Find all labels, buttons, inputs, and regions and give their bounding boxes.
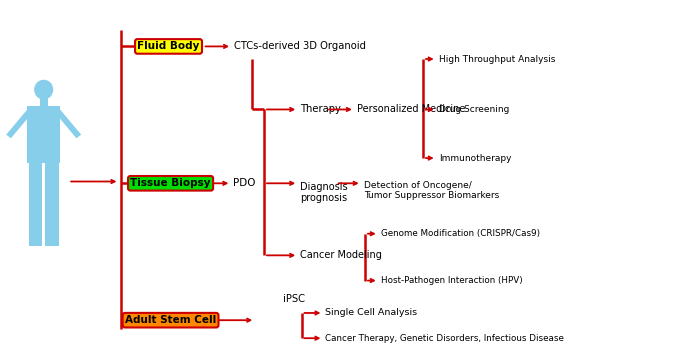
- Polygon shape: [55, 110, 82, 138]
- Text: Single Cell Analysis: Single Cell Analysis: [325, 309, 418, 318]
- Text: Genome Modification (CRISPR/Cas9): Genome Modification (CRISPR/Cas9): [381, 229, 540, 238]
- Text: Tissue Biopsy: Tissue Biopsy: [130, 178, 211, 188]
- Bar: [40, 91, 48, 106]
- Bar: [27, 106, 60, 163]
- Text: Diagnosis
prognosis: Diagnosis prognosis: [300, 182, 348, 203]
- Text: Adult Stem Cell: Adult Stem Cell: [125, 315, 216, 325]
- Bar: [45, 160, 59, 246]
- Text: Drug Screening: Drug Screening: [438, 105, 509, 114]
- Text: CTCs-derived 3D Organoid: CTCs-derived 3D Organoid: [234, 41, 366, 52]
- Text: Cancer Modeling: Cancer Modeling: [300, 250, 382, 260]
- Text: Therapy: Therapy: [300, 105, 341, 114]
- Bar: [29, 160, 42, 246]
- Ellipse shape: [34, 80, 53, 99]
- Text: PDO: PDO: [234, 178, 256, 188]
- Text: iPSC: iPSC: [283, 294, 305, 303]
- Text: Cancer Therapy, Genetic Disorders, Infectious Disease: Cancer Therapy, Genetic Disorders, Infec…: [325, 334, 564, 343]
- Polygon shape: [6, 110, 32, 138]
- Text: Immunotherapy: Immunotherapy: [438, 154, 511, 163]
- Text: Personalized Medicine: Personalized Medicine: [357, 105, 465, 114]
- Text: High Throughput Analysis: High Throughput Analysis: [438, 54, 555, 64]
- Text: Fluid Body: Fluid Body: [138, 41, 200, 52]
- Text: Host-Pathogen Interaction (HPV): Host-Pathogen Interaction (HPV): [381, 276, 523, 285]
- Text: Detection of Oncogene/
Tumor Suppressor Biomarkers: Detection of Oncogene/ Tumor Suppressor …: [364, 181, 499, 200]
